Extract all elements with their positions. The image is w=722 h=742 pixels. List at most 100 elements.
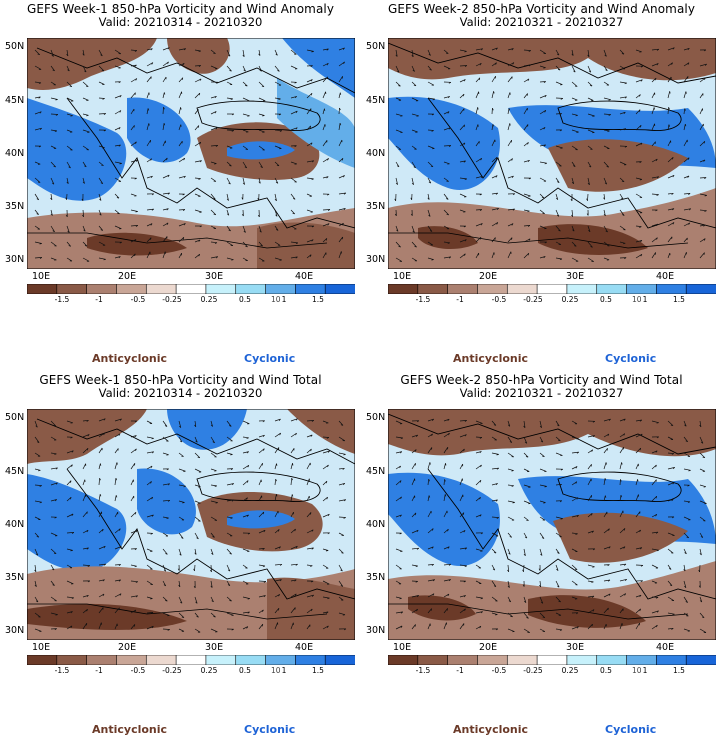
wind-arrow: [306, 209, 313, 213]
wind-arrow: [587, 241, 593, 248]
wind-arrow: [194, 160, 202, 163]
wind-arrow: [507, 564, 510, 572]
colorbar-label: -0.5: [491, 295, 507, 304]
wind-arrow: [66, 450, 74, 454]
wind-arrowhead: [103, 258, 106, 261]
wind-arrowhead: [339, 123, 342, 126]
wind-arrow: [130, 78, 137, 83]
wind-arrowhead: [605, 69, 608, 71]
wind-arrowhead: [495, 62, 497, 65]
wind-arrowhead: [575, 533, 578, 535]
wind-arrowhead: [294, 96, 297, 99]
wind-arrow: [539, 468, 547, 472]
wind-arrowhead: [493, 424, 497, 426]
lat-label-50n: 50N: [366, 41, 386, 52]
colorbar-swatch: [175, 284, 207, 294]
wind-arrowhead: [230, 468, 234, 471]
wind-arrow: [459, 478, 463, 486]
wind-arrowhead: [432, 528, 434, 531]
wind-arrowhead: [339, 92, 342, 95]
wind-arrowhead: [412, 69, 415, 72]
wind-arrowhead: [559, 129, 563, 132]
wind-arrowhead: [656, 624, 658, 628]
wind-arrowhead: [699, 553, 702, 556]
wind-arrow: [571, 241, 577, 247]
wind-arrow: [242, 580, 249, 585]
wind-arrowhead: [150, 237, 152, 240]
wind-arrow: [242, 548, 250, 552]
wind-arrow: [683, 596, 688, 603]
wind-arrow: [459, 239, 467, 243]
wind-arrowhead: [180, 601, 183, 604]
wind-arrowhead: [655, 209, 658, 212]
wind-arrowhead: [86, 609, 88, 612]
wind-arrow: [619, 608, 624, 614]
wind-arrowhead: [639, 226, 642, 228]
wind-arrow: [130, 530, 138, 534]
wind-arrowhead: [684, 424, 687, 427]
wind-arrow: [306, 177, 314, 180]
colorbar-swatch: [447, 655, 479, 665]
wind-arrowhead: [447, 546, 450, 549]
wind-arrowhead: [669, 91, 671, 94]
wind-arrow: [555, 612, 562, 616]
wind-arrow: [491, 467, 499, 470]
wind-arrow: [635, 594, 642, 598]
wind-arrow: [82, 623, 88, 630]
wind-arrow: [274, 225, 279, 231]
wind-arrowhead: [557, 424, 560, 427]
wind-arrowhead: [231, 259, 234, 261]
wind-arrowhead: [685, 601, 688, 603]
wind-arrowhead: [560, 468, 564, 471]
wind-arrowhead: [479, 209, 483, 211]
wind-arrow: [619, 510, 624, 518]
wind-arrowhead: [343, 499, 347, 502]
wind-arrowhead: [512, 62, 515, 65]
wind-arrow: [683, 252, 687, 259]
wind-arrow: [587, 193, 589, 201]
wind-arrowhead: [480, 48, 484, 51]
wind-arrowhead: [327, 209, 331, 211]
wind-arrow: [194, 239, 201, 243]
colorbar-swatch: [86, 284, 118, 294]
wind-arrow: [210, 452, 217, 458]
wind-arrow: [242, 480, 249, 486]
wind-arrow: [523, 107, 528, 115]
wind-arrow: [274, 193, 277, 201]
wind-arrow: [274, 479, 277, 486]
wind-arrowhead: [66, 181, 69, 184]
wind-arrow: [194, 596, 198, 604]
map-panel-week1-anomaly: GEFS Week-1 850-hPa Vorticity and Wind A…: [0, 0, 361, 371]
wind-arrow: [523, 64, 531, 67]
wind-arrowhead: [400, 496, 402, 500]
wind-arrow: [475, 91, 480, 99]
wind-arrow: [146, 612, 153, 614]
wind-arrowhead: [69, 85, 72, 88]
wind-arrowhead: [196, 537, 199, 540]
wind-arrow: [411, 478, 416, 486]
wind-arrow: [258, 113, 265, 116]
wind-arrowhead: [260, 166, 263, 169]
wind-arrow: [587, 113, 595, 117]
wind-arrow: [603, 161, 609, 168]
wind-arrow: [523, 193, 531, 197]
wind-arrow: [306, 529, 314, 534]
wind-arrowhead: [102, 98, 105, 100]
wind-arrow: [475, 464, 482, 470]
wind-arrow: [651, 77, 657, 83]
wind-arrow: [210, 49, 216, 54]
colorbar-swatch: [265, 655, 296, 665]
wind-arrow: [194, 109, 199, 115]
wind-arrow: [507, 92, 511, 99]
wind-arrowhead: [35, 553, 38, 556]
wind-arrowhead: [587, 182, 590, 185]
wind-arrow: [459, 108, 465, 115]
wind-arrowhead: [39, 111, 42, 114]
wind-arrow: [571, 420, 578, 425]
wind-arrowhead: [671, 516, 675, 519]
wind-arrowhead: [685, 440, 688, 442]
wind-arrow: [258, 241, 263, 247]
wind-arrowhead: [135, 595, 138, 598]
wind-arrowhead: [342, 483, 346, 486]
wind-arrowhead: [480, 175, 483, 179]
